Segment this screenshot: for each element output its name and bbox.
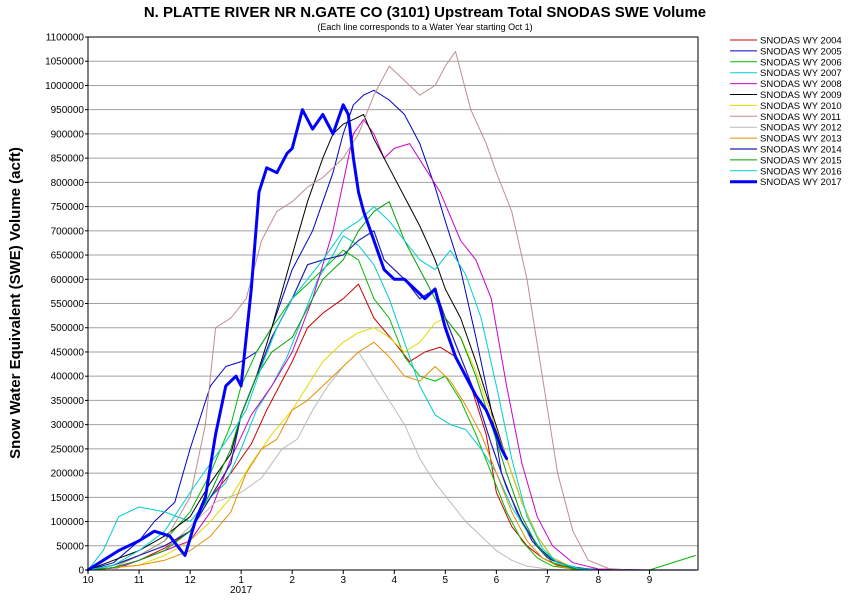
y-tick-label: 0 (78, 566, 84, 577)
series-line-snodas-wy-2014 (87, 230, 697, 571)
legend-label: SNODAS WY 2013 (760, 134, 842, 145)
y-tick-label: 650000 (51, 251, 85, 262)
legend-label: SNODAS WY 2004 (760, 36, 842, 47)
x-tick-label: 2 (289, 575, 295, 586)
y-tick-label: 900000 (51, 129, 85, 140)
grid-layer (88, 36, 698, 571)
series-line-snodas-wy-2007 (87, 235, 696, 571)
series-line-snodas-wy-2005 (87, 89, 696, 571)
series-line-snodas-wy-2004 (87, 283, 696, 571)
y-tick-label: 400000 (51, 372, 85, 383)
legend-label: SNODAS WY 2005 (760, 46, 842, 57)
x-tick-label: 11 (134, 575, 145, 586)
y-tick-label: 1000000 (45, 81, 84, 92)
x-tick-label: 5 (443, 575, 449, 586)
legend-label: SNODAS WY 2007 (760, 68, 842, 79)
y-tick-label: 1100000 (46, 33, 85, 44)
legend-label: SNODAS WY 2017 (760, 177, 842, 188)
x-tick-label: 9 (647, 575, 653, 586)
y-tick-label: 250000 (51, 444, 85, 455)
series-line-snodas-wy-2013 (87, 341, 696, 571)
x-tick-label: 10 (82, 575, 94, 586)
legend-label: SNODAS WY 2008 (760, 79, 842, 90)
legend-label: SNODAS WY 2012 (760, 123, 842, 134)
chart-subtitle: (Each line corresponds to a Water Year s… (317, 22, 532, 32)
series-line-snodas-wy-2006 (87, 249, 696, 571)
y-axis-title: Snow Water Equivalent (SWE) Volume (acft… (7, 147, 24, 459)
legend-label: SNODAS WY 2009 (760, 90, 842, 101)
y-tick-label: 850000 (51, 154, 85, 165)
x-tick-label: 12 (185, 575, 197, 586)
y-tick-label: 350000 (51, 396, 85, 407)
x-tick-label: 4 (391, 575, 397, 586)
x-tick-label: 8 (596, 575, 602, 586)
y-tick-label: 750000 (51, 202, 85, 213)
series-layer (86, 51, 697, 572)
series-line-snodas-wy-2010 (87, 317, 696, 571)
series-line-snodas-wy-2012 (87, 351, 696, 571)
series-line-snodas-wy-2017 (86, 103, 509, 572)
series-line-snodas-wy-2011 (87, 51, 696, 571)
y-tick-label: 600000 (51, 275, 85, 286)
axis-layer: 0500001000001500002000002500003000003500… (45, 33, 653, 597)
x-tick-label: 6 (494, 575, 500, 586)
x-tick-label: 7 (545, 575, 551, 586)
legend-label: SNODAS WY 2011 (760, 112, 841, 123)
x-year-label: 2017 (230, 585, 253, 596)
legend-label: SNODAS WY 2015 (760, 155, 842, 166)
legend-label: SNODAS WY 2016 (760, 166, 842, 177)
legend-label: SNODAS WY 2010 (760, 101, 842, 112)
series-line-snodas-wy-2008 (87, 118, 696, 571)
y-tick-label: 500000 (51, 323, 85, 334)
y-tick-label: 550000 (51, 299, 85, 310)
y-tick-label: 100000 (51, 517, 85, 528)
x-tick-label: 1 (238, 575, 244, 586)
x-tick-label: 3 (340, 575, 346, 586)
y-tick-label: 1050000 (45, 57, 84, 68)
y-tick-label: 450000 (51, 347, 85, 358)
series-line-snodas-wy-2015 (87, 201, 696, 571)
legend-label: SNODAS WY 2014 (760, 145, 842, 156)
y-tick-label: 700000 (51, 226, 85, 237)
y-tick-label: 150000 (51, 493, 85, 504)
y-tick-label: 300000 (51, 420, 85, 431)
y-tick-label: 200000 (51, 469, 85, 480)
y-tick-label: 50000 (56, 541, 84, 552)
legend-label: SNODAS WY 2006 (760, 57, 842, 68)
y-tick-label: 800000 (51, 178, 85, 189)
y-tick-label: 950000 (51, 105, 85, 116)
chart-title: N. PLATTE RIVER NR N.GATE CO (3101) Upst… (144, 4, 706, 21)
series-line-snodas-wy-2016 (87, 206, 696, 571)
